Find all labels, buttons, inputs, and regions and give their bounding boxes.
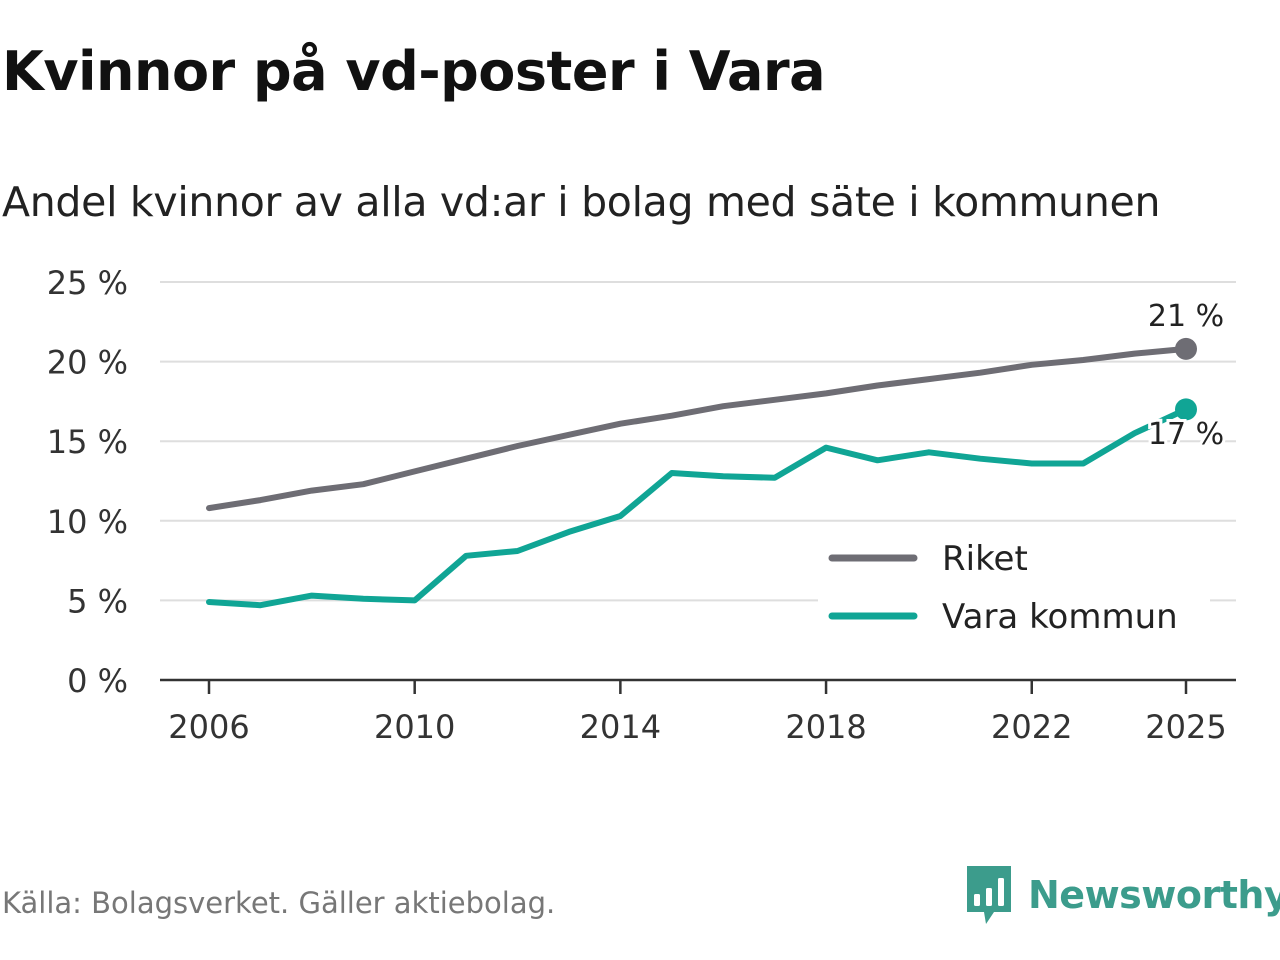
x-tick-label: 2014 xyxy=(580,708,661,746)
legend-label: Vara kommun xyxy=(942,597,1178,637)
y-tick-label: 10 % xyxy=(47,503,128,541)
x-tick-label: 2022 xyxy=(991,708,1072,746)
chart-title: Kvinnor på vd-poster i Vara xyxy=(2,40,826,103)
brand-name: Newsworthy xyxy=(1028,873,1280,917)
series-endpoint-1 xyxy=(1175,398,1197,421)
x-tick-label: 2006 xyxy=(168,708,249,746)
x-tick-label: 2010 xyxy=(374,708,455,746)
legend-background xyxy=(818,532,1210,644)
y-tick-label: 20 % xyxy=(47,344,128,382)
chart-subtitle: Andel kvinnor av alla vd:ar i bolag med … xyxy=(2,178,1161,226)
series-line-1 xyxy=(206,406,1189,609)
source-note: Källa: Bolagsverket. Gäller aktiebolag. xyxy=(2,886,556,920)
x-tick-label: 2025 xyxy=(1145,708,1226,746)
series-line-0 xyxy=(206,345,1189,512)
newsworthy-logo-icon xyxy=(967,866,1011,924)
y-tick-label: 5 % xyxy=(67,582,128,620)
y-tick-label: 15 % xyxy=(47,423,128,461)
end-label-riket: 21 % xyxy=(1148,299,1224,334)
brand: Newsworthy xyxy=(964,864,1280,926)
series-endpoint-0 xyxy=(1175,337,1197,360)
legend-label: Riket xyxy=(942,539,1028,579)
y-tick-label: 25 % xyxy=(47,264,128,302)
y-tick-label: 0 % xyxy=(67,662,128,700)
x-tick-label: 2018 xyxy=(785,708,866,746)
end-label-vara: 17 % xyxy=(1148,417,1224,452)
